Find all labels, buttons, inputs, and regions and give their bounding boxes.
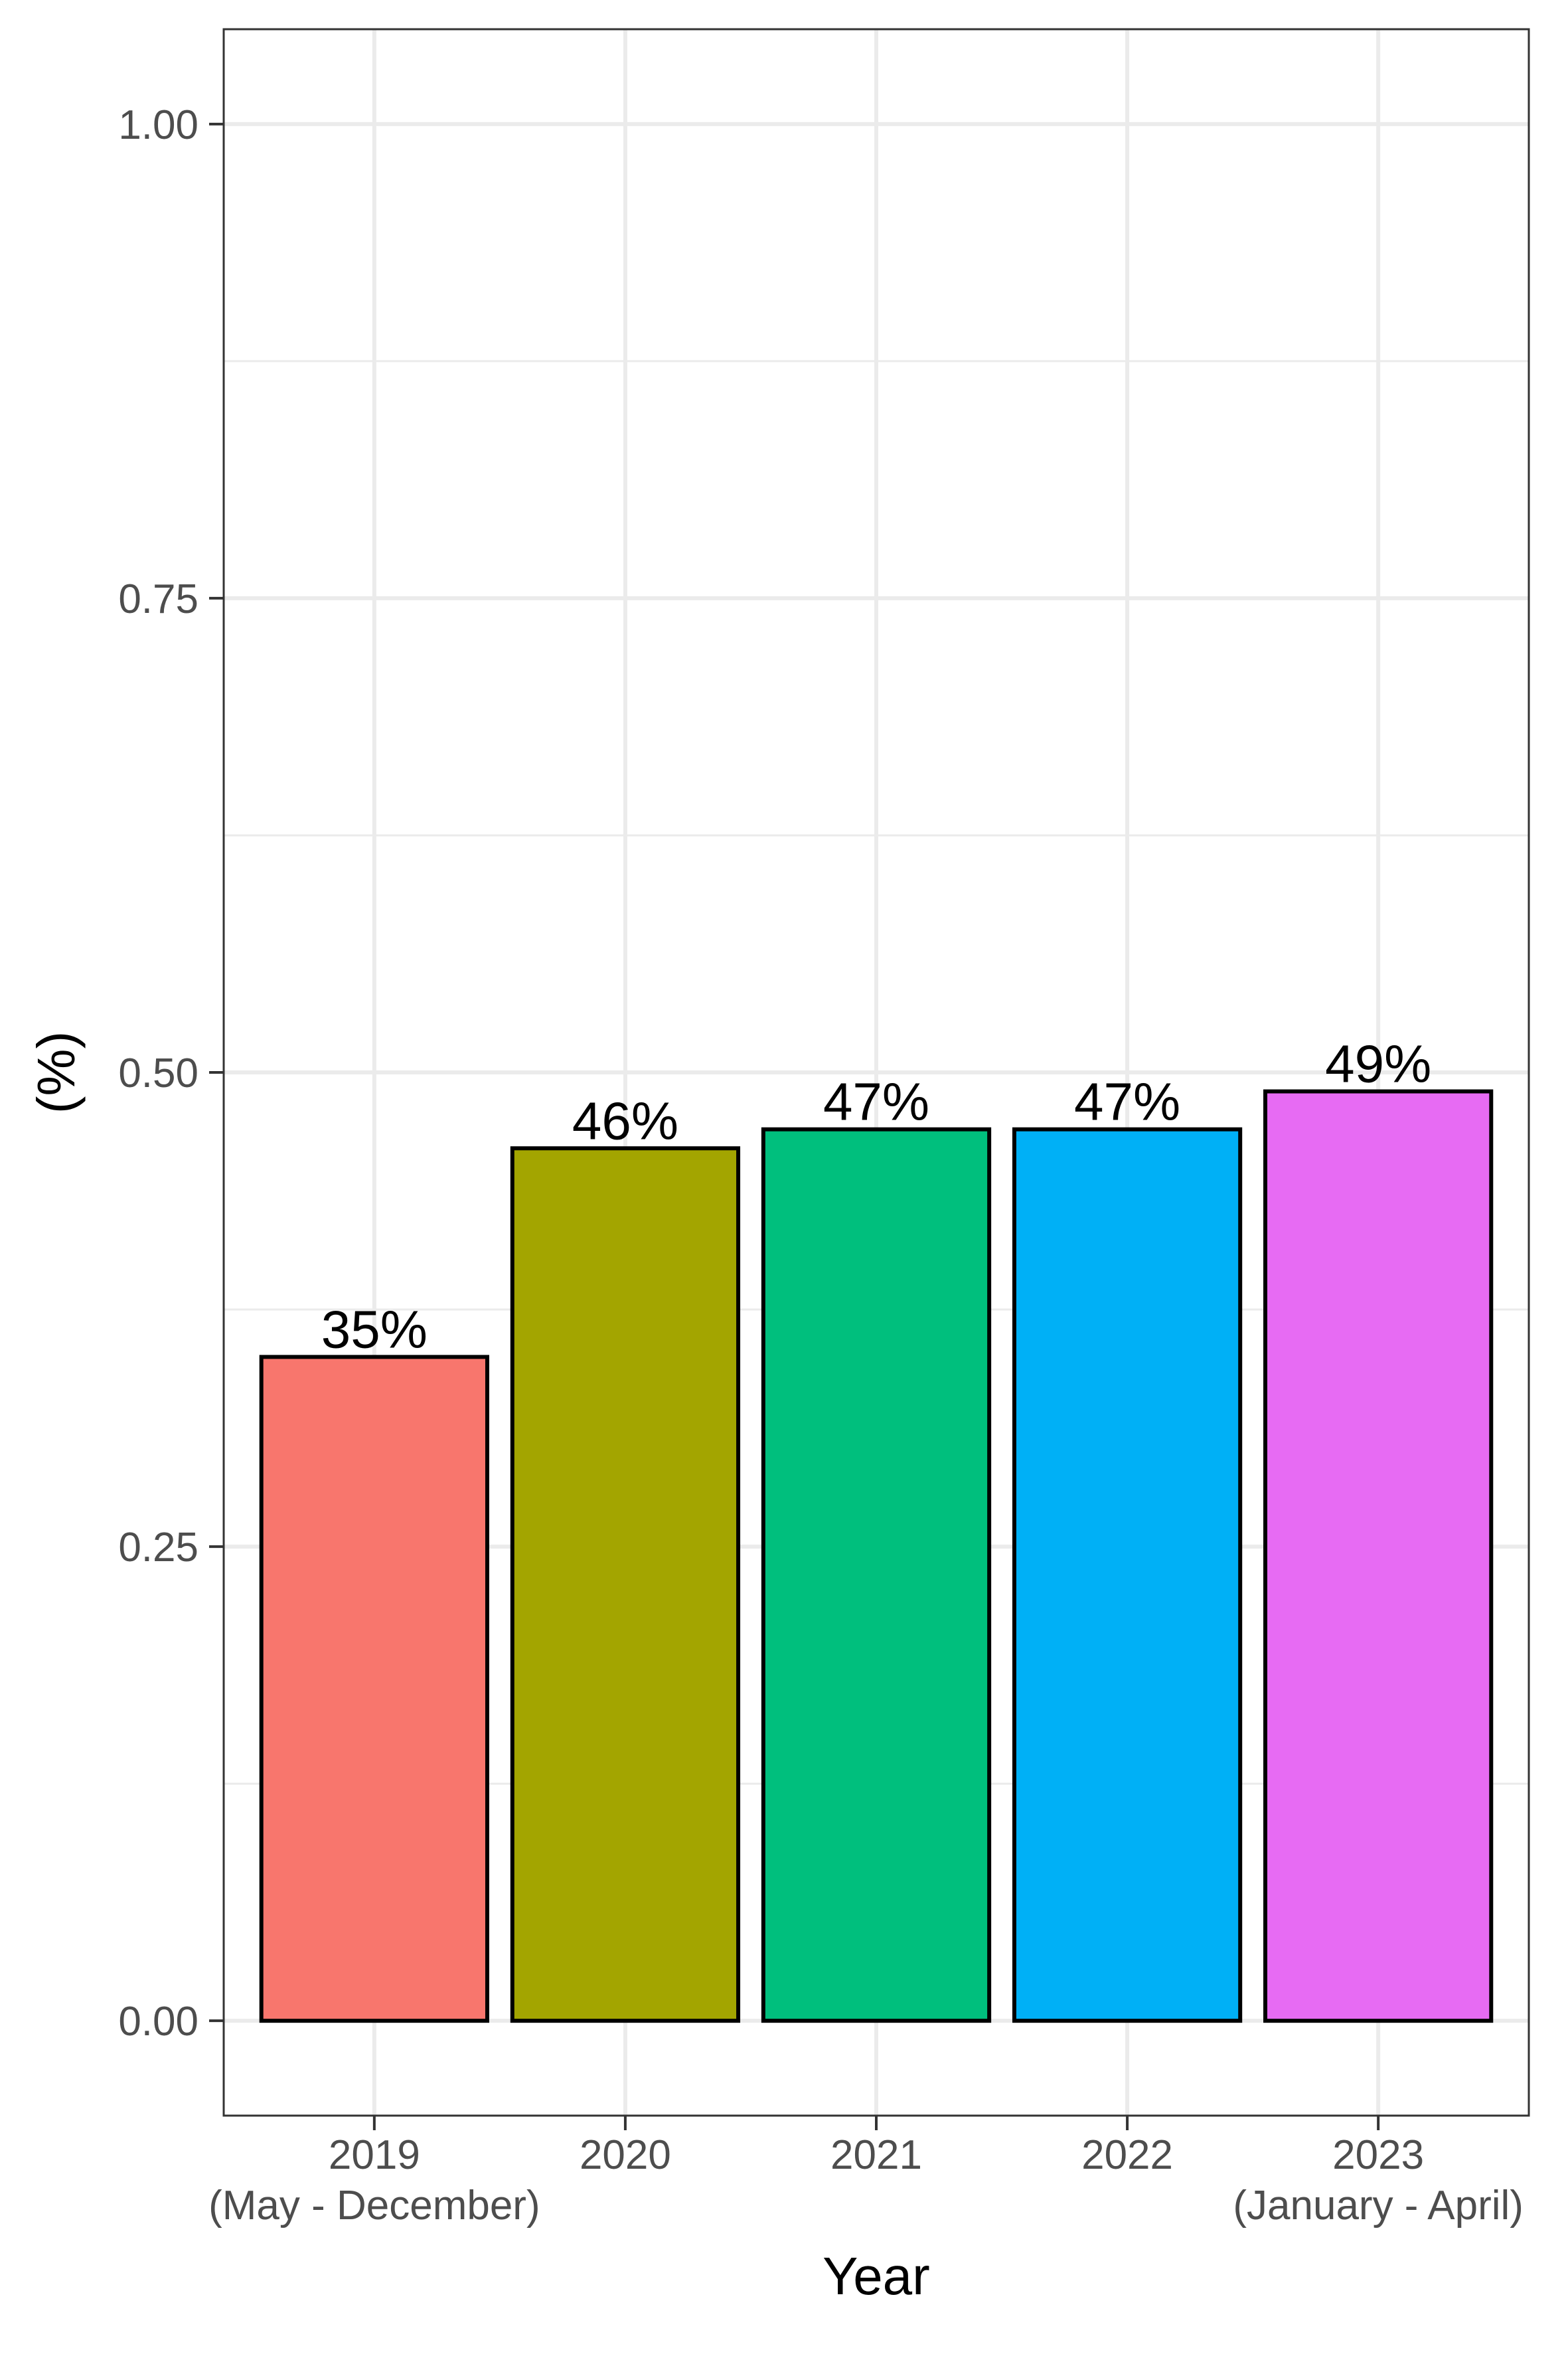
bar-2022: [1012, 1127, 1243, 2023]
bar-2023: [1263, 1089, 1494, 2023]
data-label-2020: 46%: [572, 1091, 678, 1150]
x-tick-label: 2019: [329, 2132, 420, 2178]
y-tick-label: 1.00: [118, 102, 198, 148]
data-label-2022: 47%: [1074, 1072, 1180, 1132]
data-label-2021: 47%: [823, 1072, 929, 1132]
bar-2020: [510, 1146, 741, 2023]
y-tick-label: 0.25: [118, 1525, 198, 1570]
data-label-2019: 35%: [321, 1300, 428, 1359]
x-tick-label: 2021: [830, 2132, 922, 2178]
x-axis-title: Year: [823, 2246, 930, 2306]
x-tick-label: 2020: [580, 2132, 671, 2178]
x-tick-label: (May - December): [208, 2183, 540, 2229]
data-label-2023: 49%: [1325, 1035, 1431, 1094]
y-tick-label: 0.75: [118, 576, 198, 622]
axes: 0.00 0.25 0.50 0.75 1.00 2019 (May - December)…: [118, 102, 1524, 2229]
bar-2019: [259, 1355, 489, 2023]
bars: 35% 46% 47% 47% 49%: [259, 1035, 1494, 2023]
y-tick-label: 0.50: [118, 1051, 198, 1096]
x-tick-label: (January - April): [1233, 2183, 1524, 2229]
x-tick-label: 2023: [1332, 2132, 1424, 2178]
y-tick-label: 0.00: [118, 1999, 198, 2045]
bar-2021: [761, 1127, 992, 2023]
y-axis-title: (%): [27, 1031, 86, 1114]
x-tick-label: 2022: [1081, 2132, 1173, 2178]
